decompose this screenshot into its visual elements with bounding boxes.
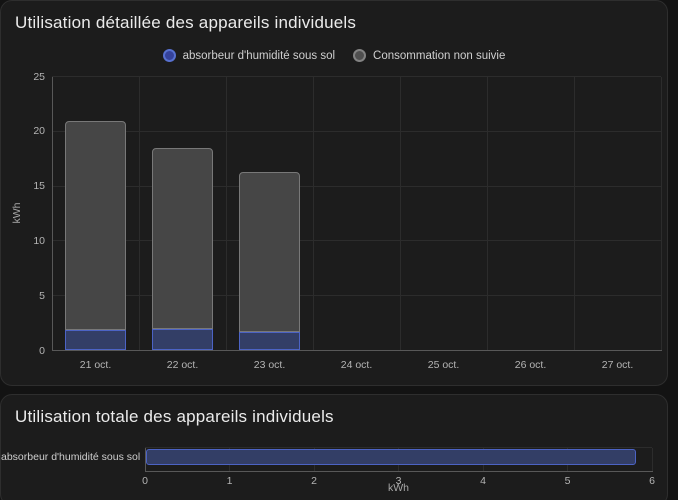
y-gridline [52,240,661,242]
y-gridline [52,76,661,77]
bar-segment-tracked [65,329,126,351]
legend-item-label: Consommation non suivie [373,49,506,62]
x-gridline [399,76,401,351]
x-gridline [486,76,488,351]
legend-item-device[interactable]: absorbeur d'humidité sous sol [162,49,336,62]
y-gridline [52,295,661,297]
chart-legend: absorbeur d'humidité sous sol Consommatio… [1,49,667,62]
legend-item-label: absorbeur d'humidité sous sol [182,49,336,62]
y-tick-label: 5 [39,289,45,302]
x-tick-label: 2 [311,475,317,487]
x-gridline [138,76,140,351]
x-axis-line [51,350,662,351]
x-tick-label: 22 oct. [166,359,199,371]
bar-segment-untracked [152,147,213,329]
legend-item-untracked[interactable]: Consommation non suivie [353,49,505,62]
total-bar [146,449,637,465]
y-tick-label: 20 [33,125,45,138]
x-tick-label: 6 [649,475,655,487]
detail-usage-card: Utilisation détaillée des appareils indi… [0,0,668,386]
y-tick-label: 15 [33,180,45,193]
x-axis-line [144,470,653,472]
device-label: absorbeur d'humidité sous sol [1,451,141,463]
x-tick-label: 0 [142,475,148,487]
y-tick-label: 25 [33,70,45,83]
x-tick-label: 26 oct. [514,359,547,371]
total-card-title: Utilisation totale des appareils individ… [15,407,334,426]
x-tick-label: 1 [226,475,233,487]
x-tick-label: 21 oct. [79,359,112,371]
total-usage-card: Utilisation totale des appareils individ… [0,394,668,500]
x-tick-label: 4 [480,475,486,487]
y-gridline [52,130,661,132]
x-tick-label: 23 oct. [253,359,286,371]
horizontal-bar-chart: 0 1 2 3 4 5 6 absorbeur d'humidité sous sol kWh [1,395,667,500]
detail-card-title: Utilisation détaillée des appareils indi… [15,13,357,32]
bar-segment-tracked [239,331,300,351]
x-tick-label: 3 [395,475,402,487]
x-gridline [651,447,653,471]
x-gridline [660,76,662,351]
x-tick-label: 27 oct. [601,359,634,371]
x-tick-label: 25 oct. [427,359,460,371]
y-axis-line [51,76,53,351]
legend-dot-icon [353,49,367,62]
legend-dot-icon [162,49,176,62]
bar-segment-untracked [65,121,126,330]
x-tick-label: 5 [564,475,571,487]
x-gridline [573,76,575,351]
bar-segment-untracked [239,171,300,332]
x-gridline [225,76,227,351]
y-tick-label: 10 [33,234,45,247]
x-gridline [312,76,314,351]
x-axis-title: kWh [388,482,409,494]
y-tick-label: 0 [39,344,45,357]
bar-segment-tracked [152,328,213,351]
y-gridline [52,185,661,187]
y-axis-line [144,447,146,471]
x-tick-label: 24 oct. [340,359,373,371]
stacked-bar-chart: 0 5 10 15 20 25 21 oct. 22 oct. 23 oct. 24 oct. 25… [1,1,667,385]
y-axis-title: kWh [11,202,23,224]
